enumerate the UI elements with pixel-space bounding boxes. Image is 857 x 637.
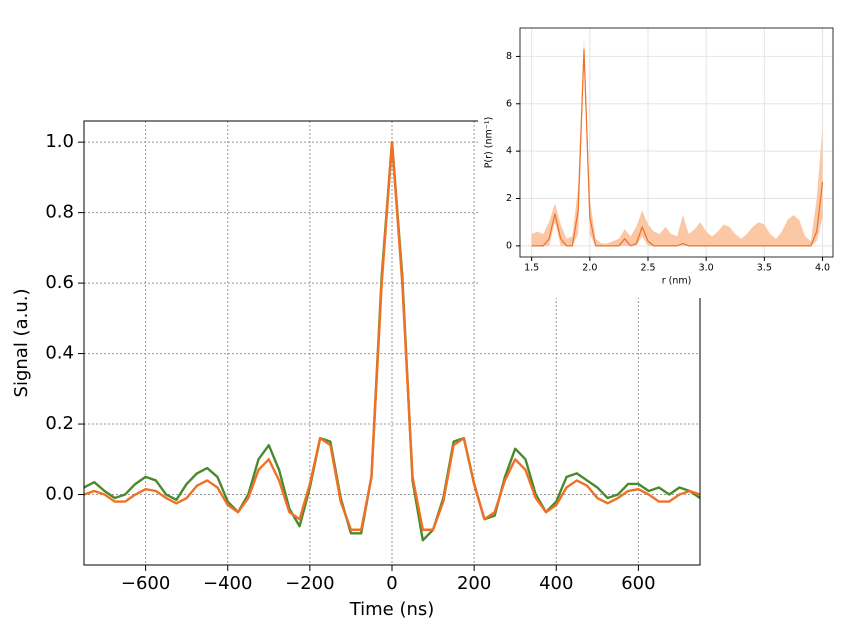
y-tick-label: 0.6: [45, 272, 74, 293]
y-axis-label: P(r) (nm⁻¹): [484, 117, 495, 169]
y-tick-label: 6: [506, 98, 512, 109]
y-tick-label: 0.8: [45, 202, 74, 223]
x-tick-label: 2.0: [582, 263, 597, 274]
x-tick-label: 200: [457, 573, 491, 594]
x-tick-label: 2.5: [640, 263, 655, 274]
x-tick-label: 3.0: [699, 263, 714, 274]
y-tick-label: 1.0: [45, 131, 74, 152]
x-tick-label: −400: [203, 573, 252, 594]
y-tick-label: 4: [506, 146, 512, 157]
x-tick-label: 600: [621, 573, 655, 594]
y-tick-label: 0: [506, 240, 512, 251]
y-tick-label: 2: [506, 193, 512, 204]
inset-plot: 1.5 2.0 2.5 3.0 3.5 4.0 0 2 4 6 8 r (nm) P(r) (nm⁻¹): [484, 27, 834, 287]
y-axis-label: Signal (a.u.): [11, 289, 32, 398]
y-tick-label: 8: [506, 51, 512, 62]
y-tick-label: 0.4: [45, 343, 74, 364]
x-tick-label: 1.5: [524, 263, 539, 274]
x-tick-label: 0: [386, 573, 397, 594]
x-tick-label: 3.5: [757, 263, 772, 274]
x-tick-label: −600: [121, 573, 170, 594]
x-axis-label: r (nm): [662, 276, 692, 287]
series-line: [83, 140, 701, 531]
plot-frame: [83, 120, 701, 566]
inset-background: [478, 0, 857, 298]
y-tick-label: 0.2: [45, 413, 74, 434]
y-tick-label: 0.0: [45, 484, 74, 505]
x-tick-label: −200: [285, 573, 334, 594]
x-tick-label: 4.0: [815, 263, 830, 274]
x-tick-label: 400: [539, 573, 573, 594]
x-axis-label: Time (ns): [349, 599, 435, 620]
plot-frame: [519, 27, 834, 258]
main-plot: −600 −400 −200 0 200 400 600 0.0 0.2 0.4 0.6 0.8 1.0…: [11, 120, 701, 620]
series-line: [531, 48, 824, 247]
uncertainty-band: [531, 37, 823, 246]
